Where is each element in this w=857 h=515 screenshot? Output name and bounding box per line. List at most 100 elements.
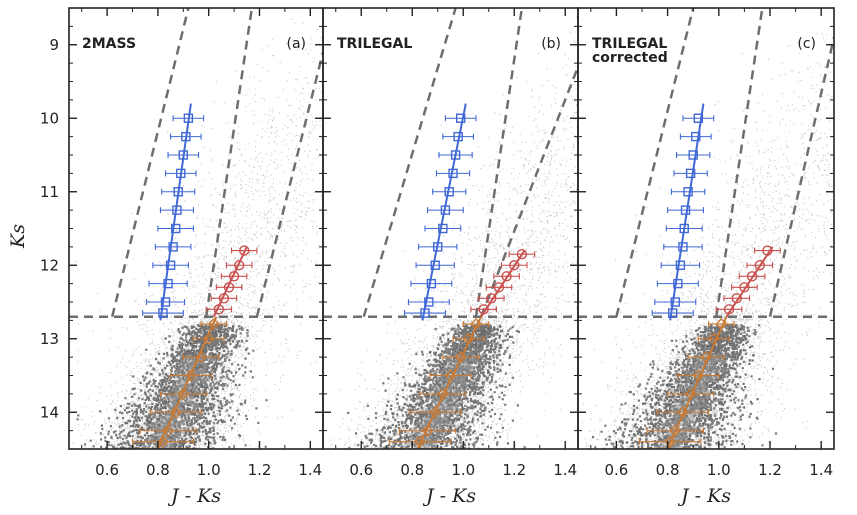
- x-tick-label-a: 1.0: [197, 461, 221, 479]
- panel-b-letter: (b): [541, 36, 561, 52]
- red-clump-point: [440, 205, 451, 215]
- y-tick-label: 10: [40, 109, 59, 127]
- x-axis-title-c: J - Ks: [677, 485, 731, 507]
- rgb-faint-point: [421, 424, 434, 437]
- boundary-lines: [69, 8, 834, 318]
- x-axis-title-b: J - Ks: [422, 485, 476, 507]
- y-tick-label: 13: [40, 330, 59, 348]
- hess-highlight-c: [645, 353, 727, 449]
- rgb-bright-point: [493, 282, 505, 293]
- red-clump-point: [176, 168, 186, 179]
- rgb-bright-point: [486, 293, 497, 304]
- rgb-faint-point: [169, 406, 182, 419]
- x-tick-label-c: 1.2: [758, 461, 782, 479]
- red-clump-point: [181, 131, 191, 142]
- rgb-faint-point: [669, 424, 682, 437]
- red-clump-fit-line-a: [159, 103, 192, 321]
- red-clump-point: [668, 308, 678, 318]
- y-tick-label: 9: [49, 36, 59, 54]
- star-dots-c: [580, 33, 834, 449]
- rgb-bright-point: [731, 293, 742, 304]
- rgb-bright-point: [762, 245, 773, 256]
- red-clump-point: [172, 205, 182, 215]
- red-clump-fit-line-b: [421, 103, 467, 321]
- y-axis-title: Ks: [7, 224, 29, 249]
- x-tick-label-a: 0.6: [95, 461, 119, 479]
- red-clump-point: [693, 113, 704, 123]
- rgb-faint-point: [444, 369, 457, 382]
- rgb-bright-point: [723, 304, 735, 315]
- x-tick-label-a: 1.2: [248, 461, 272, 479]
- rgb-bright-point: [739, 282, 750, 293]
- panel-c-name: TRILEGAL: [592, 36, 667, 52]
- boundary-line-c-3: [768, 37, 834, 317]
- data-series: [131, 103, 781, 449]
- red-clump-point: [678, 242, 688, 252]
- rgb-faint-point: [692, 369, 705, 382]
- red-clump-point: [673, 278, 683, 289]
- red-clump-point: [173, 187, 183, 197]
- boundary-line-a-3: [255, 51, 323, 318]
- rgb-faint-point: [707, 332, 720, 345]
- x-tick-label-b: 0.6: [349, 461, 373, 479]
- rgb-faint-point: [202, 332, 215, 345]
- hess-core-a: [76, 324, 268, 449]
- x-tick-label-c: 0.6: [604, 461, 628, 479]
- boundary-line-c-1: [615, 8, 695, 318]
- rgb-bright-point: [754, 260, 765, 271]
- rgb-bright-point: [223, 282, 235, 293]
- x-tick-label-a: 1.4: [298, 461, 322, 479]
- boundary-line-b-1: [362, 8, 457, 318]
- rgb-faint-point: [436, 387, 449, 400]
- red-clump-point: [683, 187, 693, 197]
- red-clump-point: [675, 260, 686, 270]
- hess-highlight-a: [141, 353, 225, 449]
- red-clump-point: [444, 187, 454, 197]
- hess-highlight-b: [399, 353, 488, 449]
- rgb-faint-point: [162, 424, 175, 437]
- red-clump-point: [433, 242, 443, 252]
- boundary-line-a-1: [110, 8, 190, 317]
- red-clump-point: [450, 150, 461, 160]
- boundary-line-a-2: [204, 8, 254, 317]
- x-tick-label-b: 0.8: [400, 461, 424, 479]
- rgb-faint-point: [429, 406, 442, 419]
- rgb-bright-point: [746, 271, 758, 282]
- rgb-faint-point: [676, 406, 689, 419]
- red-clump-point: [438, 223, 448, 234]
- rgb-bright-fit-line-c: [725, 246, 774, 318]
- red-clump-point: [685, 168, 696, 179]
- rgb-bright-point: [509, 260, 520, 271]
- rgb-faint-point: [413, 435, 426, 448]
- rgb-faint-point: [195, 351, 208, 364]
- tick-marks: [69, 8, 834, 450]
- y-tick-label: 14: [40, 403, 59, 421]
- x-tick-label-c: 0.8: [656, 461, 680, 479]
- rgb-bright-point: [233, 260, 245, 271]
- red-clump-point: [688, 150, 698, 160]
- red-clump-point: [178, 150, 189, 160]
- rgb-faint-point: [462, 332, 475, 345]
- red-clump-point: [160, 297, 171, 307]
- red-clump-point: [183, 113, 194, 123]
- x-tick-label-c: 1.4: [809, 461, 833, 479]
- red-clump-point: [158, 308, 168, 318]
- rgb-bright-point: [516, 249, 528, 260]
- panel-c-letter: (c): [797, 36, 816, 52]
- y-tick-label: 11: [40, 183, 59, 201]
- rgb-faint-point: [470, 318, 482, 331]
- boundary-line-c-2: [715, 8, 764, 317]
- boundary-line-b-2: [474, 8, 524, 317]
- x-tick-label-a: 0.8: [146, 461, 170, 479]
- rgb-faint-point: [156, 435, 169, 448]
- y-tick-label: 12: [40, 256, 59, 274]
- rgb-faint-point: [715, 318, 728, 331]
- red-clump-point: [456, 113, 466, 123]
- rgb-faint-point: [207, 318, 220, 331]
- red-clump-fit-line-c: [669, 103, 705, 321]
- rgb-faint-point: [184, 369, 197, 382]
- red-clump-point: [420, 308, 430, 318]
- red-clump-point: [670, 297, 680, 307]
- red-clump-point: [448, 168, 458, 179]
